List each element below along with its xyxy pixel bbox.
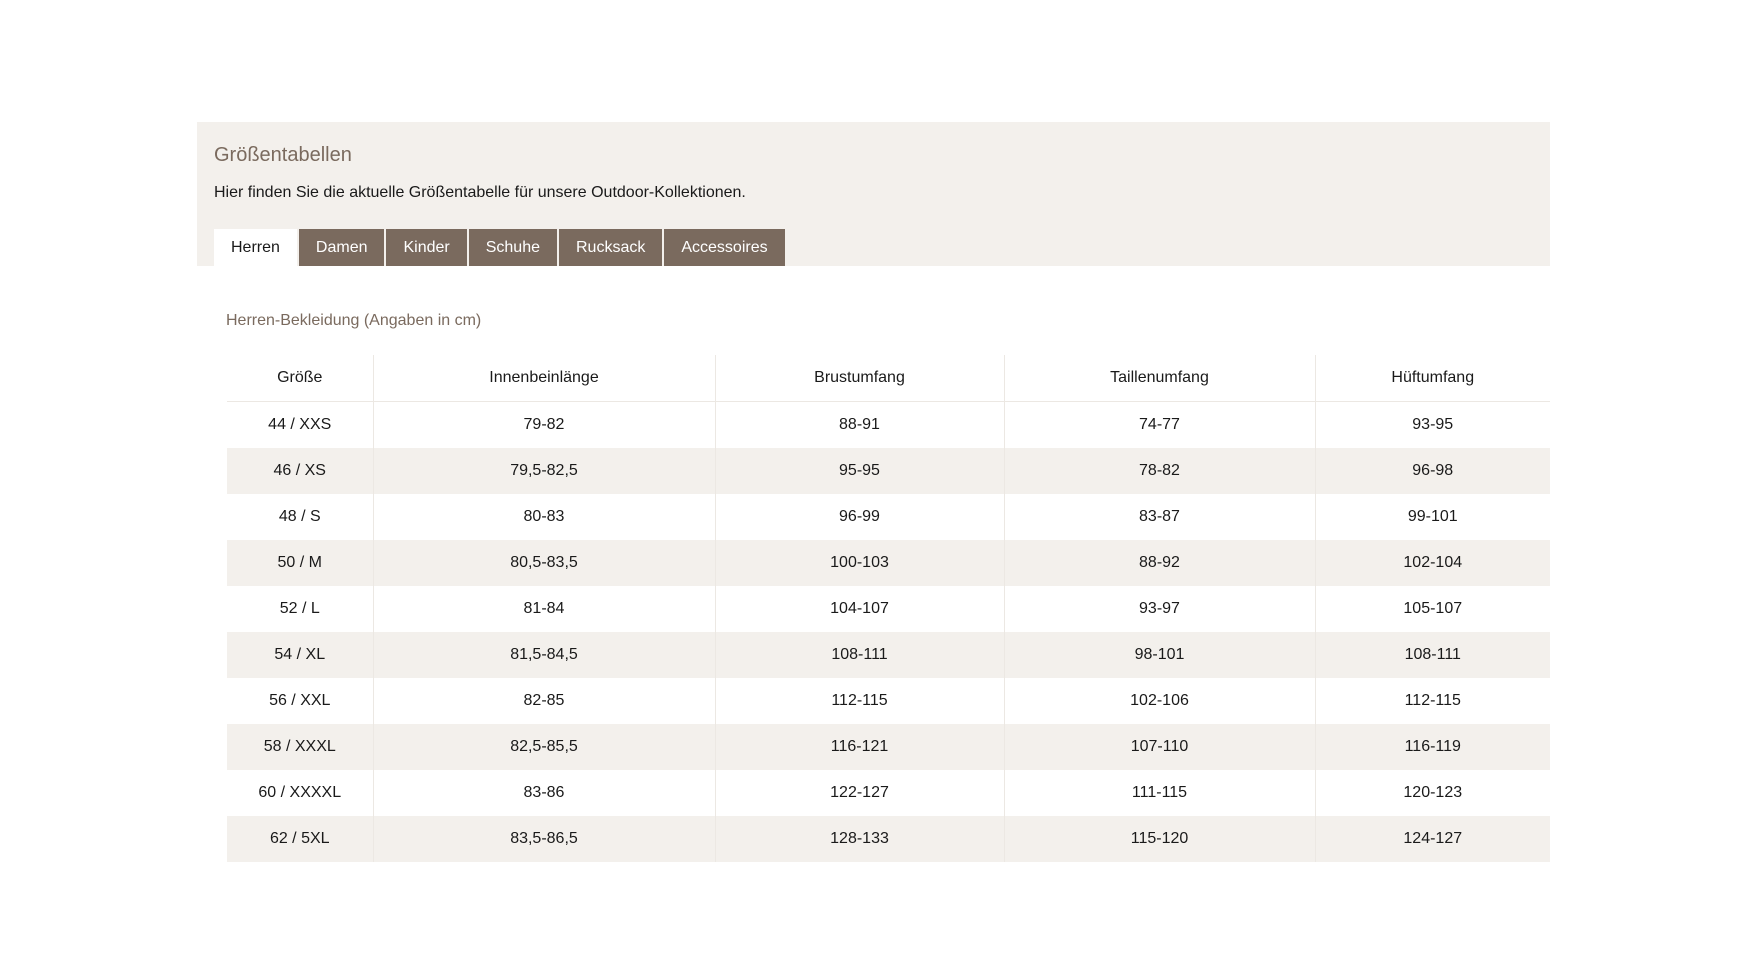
table-row: 52 / L 81-84 104-107 93-97 105-107 [227, 586, 1550, 632]
size-chart-header-panel: Größentabellen Hier finden Sie die aktue… [197, 122, 1550, 266]
table-cell: 96-99 [714, 494, 1004, 540]
table-cell: 116-121 [714, 724, 1004, 770]
table-row: 50 / M 80,5-83,5 100-103 88-92 102-104 [227, 540, 1550, 586]
table-cell: 44 / XXS [268, 416, 332, 433]
table-cell: 124-127 [1314, 816, 1550, 862]
table-cell: 62 / 5XL [227, 816, 373, 862]
table-cell: 95-95 [714, 448, 1004, 494]
column-header-brustumfang: Brustumfang [714, 355, 1004, 402]
table-cell: 81,5-84,5 [372, 632, 715, 678]
table-cell: 108-111 [1314, 632, 1550, 678]
table-cell: 74-77 [1003, 401, 1315, 448]
table-cell: 79,5-82,5 [372, 448, 715, 494]
table-cell: 112-115 [1314, 678, 1550, 724]
table-cell: 128-133 [714, 816, 1004, 862]
table-cell: 83,5-86,5 [372, 816, 715, 862]
table-cell: 98-101 [1003, 632, 1315, 678]
table-cell: 96-98 [1314, 448, 1550, 494]
table-cell: 88-91 [714, 401, 1004, 448]
table-row: 46 / XS 79,5-82,5 95-95 78-82 96-98 [227, 448, 1550, 494]
table-row: 48 / S 80-83 96-99 83-87 99-101 [227, 494, 1550, 540]
section-caption: Herren-Bekleidung (Angaben in cm) [226, 312, 482, 329]
table-cell: 79-82 [372, 401, 715, 448]
table-cell: 104-107 [714, 586, 1004, 632]
table-cell: 100-103 [714, 540, 1004, 586]
page-description: Hier finden Sie die aktuelle Größentabel… [214, 184, 746, 201]
table-cell: 46 / XS [227, 448, 373, 494]
table-cell: 116-119 [1314, 724, 1550, 770]
table-cell: 83-87 [1003, 494, 1315, 540]
table-row: 56 / XXL 82-85 112-115 102-106 112-115 [227, 678, 1550, 724]
table-row: 60 / XXXXL 83-86 122-127 111-115 120-123 [227, 770, 1550, 816]
table-row: 58 / XXXL 82,5-85,5 116-121 107-110 116-… [227, 724, 1550, 770]
table-body: 44 / XXS 79-82 88-91 74-77 93-95 46 / XS… [227, 401, 1550, 862]
table-cell: 120-123 [1314, 770, 1550, 816]
table-cell: 50 / M [227, 540, 373, 586]
table-row: 54 / XL 81,5-84,5 108-111 98-101 108-111 [227, 632, 1550, 678]
tab-accessoires[interactable]: Accessoires [664, 229, 785, 266]
size-table: Größe Innenbeinlänge Brustumfang Taillen… [227, 355, 1550, 862]
table-cell: 107-110 [1003, 724, 1315, 770]
tab-rucksack[interactable]: Rucksack [559, 229, 663, 266]
category-tabs: Herren Damen Kinder Schuhe Rucksack Acce… [214, 229, 787, 266]
table-cell: 80-83 [372, 494, 715, 540]
table-cell: 80,5-83,5 [372, 540, 715, 586]
tab-kinder[interactable]: Kinder [386, 229, 467, 266]
table-cell: 60 / XXXXL [258, 784, 342, 801]
table-header-row: Größe Innenbeinlänge Brustumfang Taillen… [227, 355, 1550, 402]
table-cell: 93-95 [1314, 401, 1550, 448]
table-cell: 78-82 [1003, 448, 1315, 494]
page-title: Größentabellen [214, 144, 352, 166]
table-cell: 48 / S [278, 508, 321, 525]
table-cell: 112-115 [714, 678, 1004, 724]
column-header-taillenumfang: Taillenumfang [1003, 355, 1315, 402]
table-cell: 122-127 [714, 770, 1004, 816]
table-row: 62 / 5XL 83,5-86,5 128-133 115-120 124-1… [227, 816, 1550, 862]
table-cell: 115-120 [1003, 816, 1315, 862]
table-cell: 102-104 [1314, 540, 1550, 586]
tab-herren[interactable]: Herren [214, 229, 297, 266]
column-header-groesse: Größe [227, 355, 373, 402]
table-cell: 105-107 [1314, 586, 1550, 632]
table-cell: 54 / XL [227, 632, 373, 678]
table-row: 44 / XXS 79-82 88-91 74-77 93-95 [227, 401, 1550, 448]
column-header-hueftumfang: Hüftumfang [1314, 355, 1550, 402]
table-cell: 56 / XXL [269, 692, 331, 709]
table-cell: 102-106 [1003, 678, 1315, 724]
column-header-innenbeinlaenge: Innenbeinlänge [372, 355, 715, 402]
table-cell: 82,5-85,5 [372, 724, 715, 770]
table-cell: 52 / L [279, 600, 320, 617]
table-cell: 108-111 [714, 632, 1004, 678]
table-cell: 99-101 [1314, 494, 1550, 540]
table-cell: 82-85 [372, 678, 715, 724]
table-cell: 83-86 [372, 770, 715, 816]
table-cell: 81-84 [372, 586, 715, 632]
table-cell: 111-115 [1003, 770, 1315, 816]
table-cell: 93-97 [1003, 586, 1315, 632]
table-cell: 88-92 [1003, 540, 1315, 586]
table-cell: 58 / XXXL [227, 724, 373, 770]
tab-schuhe[interactable]: Schuhe [468, 229, 557, 266]
tab-damen[interactable]: Damen [298, 229, 385, 266]
